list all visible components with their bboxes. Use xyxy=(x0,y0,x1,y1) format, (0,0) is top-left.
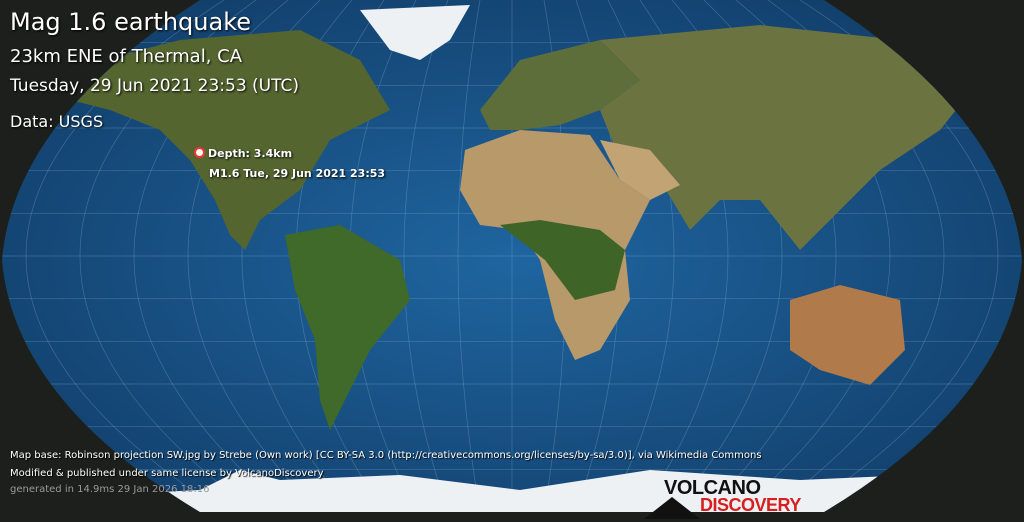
europe xyxy=(480,40,640,130)
greenland xyxy=(360,5,470,60)
page-title: Mag 1.6 earthquake xyxy=(10,8,251,36)
antarctica xyxy=(2,470,1022,512)
south-america xyxy=(285,225,410,430)
earthquake-marker-icon[interactable] xyxy=(194,147,205,158)
generated-info: generated in 14.9ms 29 Jan 2026 18:16 xyxy=(10,484,210,495)
asia xyxy=(600,25,980,250)
arabia-desert xyxy=(600,140,680,200)
australia xyxy=(790,285,905,385)
central-africa xyxy=(500,220,625,300)
modified-credit: Modified & published under same license … xyxy=(10,468,324,479)
map-credit: Map base: Robinson projection SW.jpg by … xyxy=(10,450,762,461)
data-source: Data: USGS xyxy=(10,112,104,131)
logo-line2: DISCOVERY xyxy=(700,495,801,515)
north-america xyxy=(60,30,390,250)
location: 23km ENE of Thermal, CA xyxy=(10,46,243,67)
logo-line1: VOLCANO xyxy=(664,477,761,499)
event-label: M1.6 Tue, 29 Jun 2021 23:53 xyxy=(209,167,386,180)
depth-label: Depth: 3.4km xyxy=(208,147,293,160)
volcano-icon xyxy=(644,497,700,519)
event-datetime: Tuesday, 29 Jun 2021 23:53 (UTC) xyxy=(10,76,299,96)
volcanodiscovery-logo[interactable]: VOLCANO DISCOVERY xyxy=(644,477,824,519)
